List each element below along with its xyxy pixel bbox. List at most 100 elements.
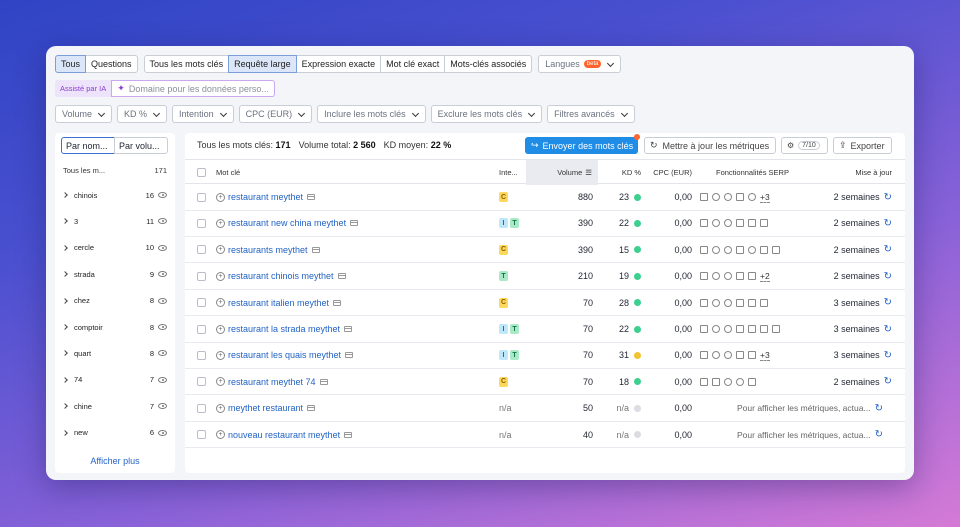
- serp-snapshot-icon[interactable]: [350, 220, 359, 227]
- match-type-tab-3[interactable]: Mot clé exact: [380, 55, 446, 73]
- filter-dropdown-0[interactable]: Volume: [55, 105, 113, 123]
- keyword-link[interactable]: meythet restaurant: [228, 403, 304, 414]
- keyword-link[interactable]: restaurant chinois meythet: [228, 271, 334, 282]
- group-item[interactable]: chinois 16: [62, 182, 167, 208]
- row-checkbox[interactable]: [197, 395, 206, 421]
- col-kd[interactable]: KD %: [621, 168, 641, 177]
- refresh-icon[interactable]: ↻: [883, 191, 892, 203]
- eye-icon[interactable]: [158, 403, 167, 410]
- col-volume[interactable]: Volume ☰: [526, 160, 598, 185]
- keyword-link[interactable]: restaurants meythet: [228, 244, 308, 255]
- serp-snapshot-icon[interactable]: [307, 405, 316, 412]
- group-item[interactable]: comptoir 8: [62, 314, 167, 340]
- add-keyword-icon[interactable]: +: [216, 350, 225, 360]
- group-item[interactable]: new 6: [62, 420, 167, 446]
- eye-icon[interactable]: [158, 192, 167, 198]
- serp-snapshot-icon[interactable]: [344, 431, 353, 438]
- refresh-icon[interactable]: ↻: [883, 244, 892, 256]
- serp-snapshot-icon[interactable]: [345, 352, 354, 359]
- eye-icon[interactable]: [158, 350, 167, 357]
- send-keywords-button[interactable]: ↪ Envoyer des mots clés: [525, 134, 640, 154]
- add-keyword-icon[interactable]: +: [216, 271, 225, 281]
- add-keyword-icon[interactable]: +: [216, 377, 225, 387]
- select-all-checkbox[interactable]: [197, 160, 206, 185]
- filter-dropdown-6[interactable]: Filtres avancés: [547, 105, 635, 123]
- refresh-icon[interactable]: ↻: [883, 349, 892, 361]
- update-metrics-button[interactable]: ↻ Mettre à jour les métriques: [644, 137, 776, 154]
- col-serp-features[interactable]: Fonctionnalités SERP: [716, 168, 789, 177]
- eye-icon[interactable]: [158, 324, 167, 330]
- group-item[interactable]: quart 8: [62, 340, 167, 366]
- column-settings-button[interactable]: ⚙ 7/10: [781, 137, 828, 154]
- sort-by-name-button[interactable]: Par nom...: [61, 137, 115, 154]
- filter-tab-1[interactable]: Questions: [85, 55, 138, 73]
- col-updated[interactable]: Mise à jour: [855, 168, 892, 177]
- row-checkbox[interactable]: [197, 369, 206, 395]
- serp-snapshot-icon[interactable]: [344, 326, 353, 332]
- filter-dropdown-5[interactable]: Exclure les mots clés: [430, 105, 543, 123]
- more-features-link[interactable]: +2: [760, 270, 770, 282]
- keyword-link[interactable]: nouveau restaurant meythet: [228, 429, 341, 440]
- eye-icon[interactable]: [158, 429, 167, 436]
- filter-dropdown-2[interactable]: Intention: [172, 105, 234, 123]
- row-checkbox[interactable]: [197, 422, 206, 448]
- eye-icon[interactable]: [158, 218, 167, 225]
- filter-dropdown-4[interactable]: Inclure les mots clés: [317, 105, 426, 123]
- row-checkbox[interactable]: [197, 342, 206, 368]
- row-checkbox[interactable]: [197, 237, 206, 263]
- add-keyword-icon[interactable]: +: [216, 218, 225, 228]
- eye-icon[interactable]: [158, 244, 167, 251]
- more-features-link[interactable]: +3: [760, 349, 770, 361]
- group-item[interactable]: strada 9: [62, 261, 167, 287]
- serp-snapshot-icon[interactable]: [333, 299, 342, 306]
- col-keyword[interactable]: Mot clé: [216, 168, 241, 177]
- groups-header[interactable]: Tous les m... 171: [63, 166, 167, 175]
- ai-domain-input[interactable]: ✦ Domaine pour les données perso...: [111, 80, 276, 97]
- add-keyword-icon[interactable]: +: [216, 324, 225, 334]
- add-keyword-icon[interactable]: +: [216, 245, 225, 255]
- filter-tab-0[interactable]: Tous: [55, 55, 87, 73]
- eye-icon[interactable]: [158, 271, 167, 278]
- refresh-icon[interactable]: ↻: [874, 402, 883, 414]
- keyword-link[interactable]: restaurant meythet: [228, 192, 304, 202]
- languages-dropdown[interactable]: Langues beta: [538, 55, 622, 73]
- add-keyword-icon[interactable]: +: [216, 403, 225, 413]
- match-type-tab-2[interactable]: Expression exacte: [295, 55, 382, 73]
- col-intent[interactable]: Inte...: [499, 168, 518, 177]
- sort-by-volume-button[interactable]: Par volu...: [114, 137, 168, 154]
- match-type-tab-1[interactable]: Requête large: [228, 55, 297, 73]
- keyword-link[interactable]: restaurant new china meythet: [228, 218, 347, 229]
- group-item[interactable]: chez 8: [62, 288, 167, 314]
- show-more-link[interactable]: Afficher plus: [90, 456, 140, 466]
- keyword-link[interactable]: restaurant italien meythet: [228, 297, 330, 308]
- refresh-icon[interactable]: ↻: [883, 217, 892, 229]
- row-checkbox[interactable]: [197, 263, 206, 289]
- add-keyword-icon[interactable]: +: [216, 298, 225, 308]
- filter-dropdown-3[interactable]: CPC (EUR): [238, 105, 313, 123]
- export-button[interactable]: ⇪ Exporter: [833, 137, 892, 154]
- refresh-icon[interactable]: ↻: [883, 270, 892, 282]
- serp-snapshot-icon[interactable]: [319, 378, 328, 385]
- add-keyword-icon[interactable]: +: [216, 430, 225, 440]
- keyword-link[interactable]: restaurant les quais meythet: [228, 350, 342, 361]
- refresh-icon[interactable]: ↻: [883, 376, 892, 388]
- filter-dropdown-1[interactable]: KD %: [117, 105, 168, 123]
- add-keyword-icon[interactable]: +: [216, 192, 225, 202]
- match-type-tab-4[interactable]: Mots-clés associés: [444, 55, 533, 73]
- refresh-icon[interactable]: ↻: [883, 323, 892, 335]
- eye-icon[interactable]: [158, 376, 167, 383]
- eye-icon[interactable]: [158, 297, 167, 304]
- row-checkbox[interactable]: [197, 290, 206, 316]
- refresh-icon[interactable]: ↻: [874, 429, 883, 441]
- group-item[interactable]: chine 7: [62, 393, 167, 419]
- group-item[interactable]: cercle 10: [62, 235, 167, 261]
- row-checkbox[interactable]: [197, 210, 206, 236]
- more-features-link[interactable]: +3: [760, 191, 770, 203]
- group-item[interactable]: 3 11: [62, 208, 167, 234]
- row-checkbox[interactable]: [197, 184, 206, 210]
- group-item[interactable]: 74 7: [62, 367, 167, 393]
- serp-snapshot-icon[interactable]: [337, 273, 346, 280]
- keyword-link[interactable]: restaurant meythet 74: [228, 376, 316, 387]
- serp-snapshot-icon[interactable]: [311, 246, 320, 253]
- keyword-link[interactable]: restaurant la strada meythet: [228, 324, 341, 334]
